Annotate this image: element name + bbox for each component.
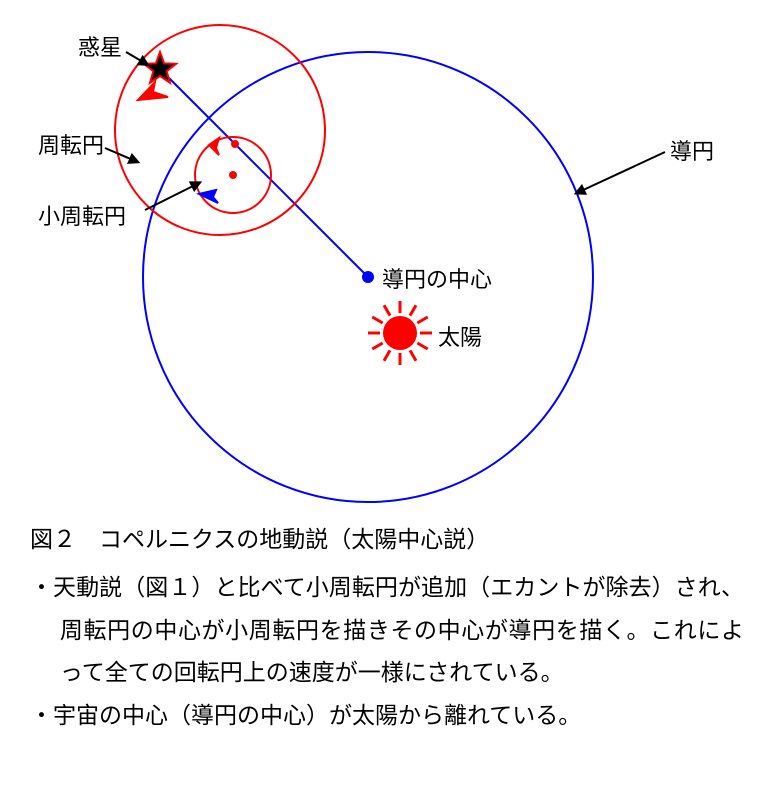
diagram-svg [0,0,774,520]
label-planet: 惑星 [78,30,122,62]
label-sun: 太陽 [438,320,482,352]
label-small-epicycle: 小周転円 [38,199,126,231]
label-deferent: 導円 [670,134,714,166]
caption-item: ・天動説（図１）と比べて小周転円が追加（エカントが除去）され、周転円の中心が小周… [30,566,744,694]
label-deferent-center: 導円の中心 [382,262,492,294]
caption-title: 図２ コペルニクスの地動説（太陽中心説） [30,520,744,554]
diagram-area: 惑星 周転円 小周転円 導円 導円の中心 太陽 [0,0,774,520]
caption-item: ・宇宙の中心（導円の中心）が太陽から離れている。 [30,694,744,737]
caption-area: 図２ コペルニクスの地動説（太陽中心説） ・天動説（図１）と比べて小周転円が追加… [0,520,774,736]
caption-list: ・天動説（図１）と比べて小周転円が追加（エカントが除去）され、周転円の中心が小周… [30,566,744,736]
label-epicycle: 周転円 [38,128,104,160]
